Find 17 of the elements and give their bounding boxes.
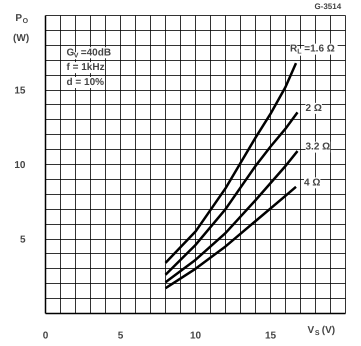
y-tick-label: 15 xyxy=(14,86,26,96)
series-label: 4 Ω xyxy=(304,177,320,188)
series-label: 2 Ω xyxy=(306,102,322,114)
line-series xyxy=(164,186,298,290)
line-series xyxy=(164,111,299,276)
x-tick-label: 5 xyxy=(118,330,124,342)
line-series xyxy=(164,150,299,284)
series-label: 3.2 Ω xyxy=(306,142,330,153)
y-tick-label: 10 xyxy=(14,160,26,171)
x-tick-label: 10 xyxy=(190,330,202,342)
x-tick-label: 15 xyxy=(264,330,276,342)
annotation: f = 1kHz xyxy=(66,62,105,74)
y-tick-label: 5 xyxy=(20,234,26,246)
annotation: d = 10% xyxy=(66,77,104,88)
text: G-3514 xyxy=(314,2,342,11)
line-series xyxy=(164,62,298,264)
x-tick-label: 0 xyxy=(42,330,49,342)
